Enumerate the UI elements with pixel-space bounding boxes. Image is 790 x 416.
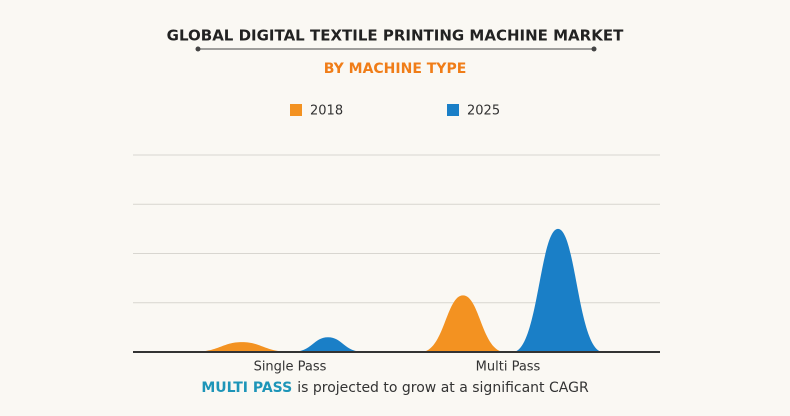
rule-dot: [591, 46, 597, 52]
peak: [292, 337, 364, 352]
peak: [192, 342, 292, 352]
legend-swatch: [290, 104, 302, 116]
footnote-text: is projected to grow at a significant CA…: [297, 380, 589, 396]
legend-label: 2018: [310, 104, 343, 119]
footnote: MULTI PASS is projected to grow at a sign…: [201, 380, 589, 396]
chart-title: GLOBAL DIGITAL TEXTILE PRINTING MACHINE …: [167, 27, 624, 45]
footnote-highlight: MULTI PASS: [201, 380, 292, 396]
peak: [513, 228, 603, 352]
x-tick-label: Single Pass: [254, 360, 327, 375]
x-tick-label: Multi Pass: [476, 360, 541, 375]
chart-subtitle: BY MACHINE TYPE: [324, 61, 467, 77]
legend-label: 2025: [467, 104, 500, 119]
rule-dot: [195, 46, 201, 52]
legend-swatch: [447, 104, 459, 116]
peak: [421, 295, 505, 352]
